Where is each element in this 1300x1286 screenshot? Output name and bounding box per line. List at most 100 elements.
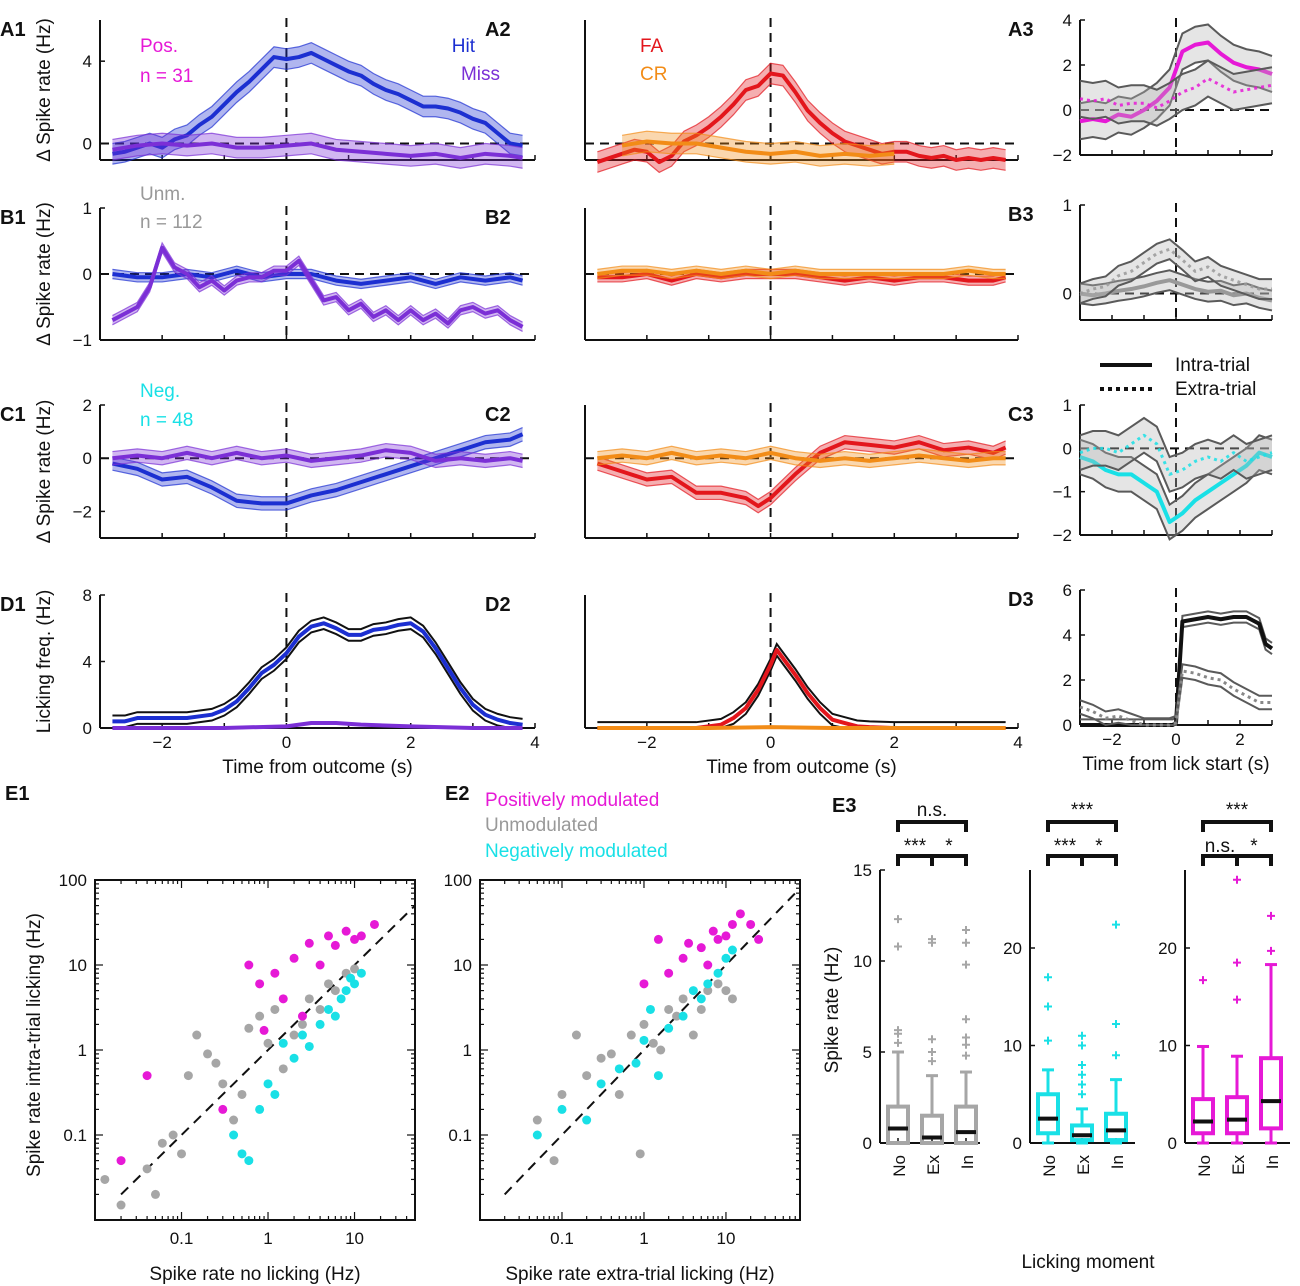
series-line-miss xyxy=(112,721,523,730)
scatter-point xyxy=(263,1079,273,1089)
outlier-marker xyxy=(894,1038,902,1047)
sem-band xyxy=(1080,418,1272,492)
y-tick-label: −2 xyxy=(1053,146,1072,165)
scatter-point xyxy=(297,1011,307,1021)
outlier-marker xyxy=(1233,995,1241,1004)
y-tick-label: 5 xyxy=(863,1043,872,1062)
panel-a1: 0 4 A1 Δ Spike rate (Hz) xyxy=(0,18,536,169)
box xyxy=(1191,1097,1215,1136)
sem-band xyxy=(112,427,523,511)
y-tick-label: 0 xyxy=(1063,439,1072,458)
panel-b3: 0 1 B3 xyxy=(1008,196,1273,321)
panel-label: D3 xyxy=(1008,589,1034,611)
scatter-point xyxy=(532,1115,542,1125)
scatter-point xyxy=(323,1004,333,1014)
y-tick-label: −2 xyxy=(73,502,92,521)
outlier-marker xyxy=(1267,946,1275,955)
scatter-point xyxy=(315,1019,325,1029)
panel-label: E3 xyxy=(832,795,856,817)
panel-label: A1 xyxy=(0,19,26,41)
outlier-marker xyxy=(1078,1041,1086,1050)
scatter-point xyxy=(639,979,649,989)
sem-upper xyxy=(1079,416,1273,459)
outlier-marker xyxy=(962,1040,970,1049)
sem-band xyxy=(112,133,523,169)
x-tick-label: No xyxy=(1195,1155,1214,1177)
scatter-point xyxy=(237,1149,247,1159)
sem-lower xyxy=(597,278,1006,286)
scatter-point xyxy=(639,1019,649,1029)
y-tick-label: 4 xyxy=(1063,626,1072,645)
outlier-marker xyxy=(1233,958,1241,967)
scatter-point xyxy=(746,919,756,929)
outlier-marker xyxy=(1044,1036,1052,1045)
panel-e1: 0.1 1 10 0.1 1 10 100 E1 Spike rate no licking (… xyxy=(5,783,416,1285)
sem-band xyxy=(597,435,1006,513)
scatter-point xyxy=(350,934,360,944)
legend-cr: CR xyxy=(640,64,667,85)
outlier-marker xyxy=(1078,1061,1086,1069)
y-tick-label: 4 xyxy=(83,653,92,672)
series-line-intra-trial xyxy=(1079,450,1273,524)
scatter-point xyxy=(297,1019,307,1029)
series-line-extra-trial xyxy=(1079,247,1272,295)
y-tick-label: −1 xyxy=(73,331,92,350)
scatter-point xyxy=(606,1049,616,1059)
scatter-point xyxy=(304,938,314,948)
scatter-point xyxy=(211,1058,221,1068)
scatter-point xyxy=(341,926,351,936)
y-axis-label: Δ Spike rate (Hz) xyxy=(34,202,55,346)
x-tick-label: 2 xyxy=(1235,730,1244,749)
outlier-marker xyxy=(928,1057,936,1066)
y-tick-label: 4 xyxy=(83,52,92,71)
outlier-marker xyxy=(928,1048,936,1056)
scatter-point xyxy=(177,1149,187,1159)
sem-upper xyxy=(112,616,523,720)
legend-pos-n: n = 31 xyxy=(140,66,193,87)
y-tick-label: 0.1 xyxy=(63,1126,87,1145)
scatter-point xyxy=(270,1004,280,1014)
y-tick-label: 0 xyxy=(83,719,92,738)
sig-label-right: * xyxy=(1095,836,1103,857)
sem-lower xyxy=(112,153,523,169)
x-tick-label: −2 xyxy=(637,733,656,752)
legend-neg-n: n = 48 xyxy=(140,410,193,431)
y-tick-label: 2 xyxy=(83,396,92,415)
panel-d3: −2 0 2 0 2 4 6 D3 Time from lick start (s) xyxy=(1008,581,1274,775)
scatter-point xyxy=(192,1030,202,1040)
scatter-point xyxy=(631,1058,641,1068)
sem-lower xyxy=(112,250,523,332)
scatter-point xyxy=(157,1138,167,1148)
box xyxy=(1036,1092,1060,1136)
scatter-point xyxy=(582,1071,592,1081)
scatter-point xyxy=(255,979,265,989)
y-tick-label: −2 xyxy=(1053,526,1072,545)
sem-upper xyxy=(597,434,1006,501)
x-tick-label: 4 xyxy=(1013,733,1022,752)
scatter-point xyxy=(255,1104,265,1114)
panel-label: B1 xyxy=(0,207,26,229)
sem-lower xyxy=(597,458,1006,469)
y-tick-label: −1 xyxy=(1053,483,1072,502)
scatter-point xyxy=(304,994,314,1004)
sem-upper xyxy=(622,130,895,147)
scatter-point xyxy=(330,1011,340,1021)
scatter-point xyxy=(183,1071,193,1081)
x-tick-label: 2 xyxy=(406,733,415,752)
x-tick-label: 0 xyxy=(1171,730,1180,749)
scatter-point xyxy=(664,968,674,978)
y-tick-label: 0 xyxy=(1168,1134,1177,1153)
outlier-marker xyxy=(1044,973,1052,982)
scatter-point xyxy=(330,940,340,950)
scatter-point xyxy=(142,1071,152,1081)
scatter-point xyxy=(557,1104,567,1114)
sem-upper xyxy=(597,62,1006,153)
sig-label-left: n.s. xyxy=(1205,836,1236,857)
scatter-point xyxy=(142,1164,152,1174)
outlier-marker xyxy=(1078,1031,1086,1040)
sig-bracket-pair xyxy=(896,854,968,866)
x-tick-label: In xyxy=(1108,1155,1127,1169)
scatter-point xyxy=(323,931,333,941)
scatter-point xyxy=(696,943,706,953)
scatter-point xyxy=(713,934,723,944)
